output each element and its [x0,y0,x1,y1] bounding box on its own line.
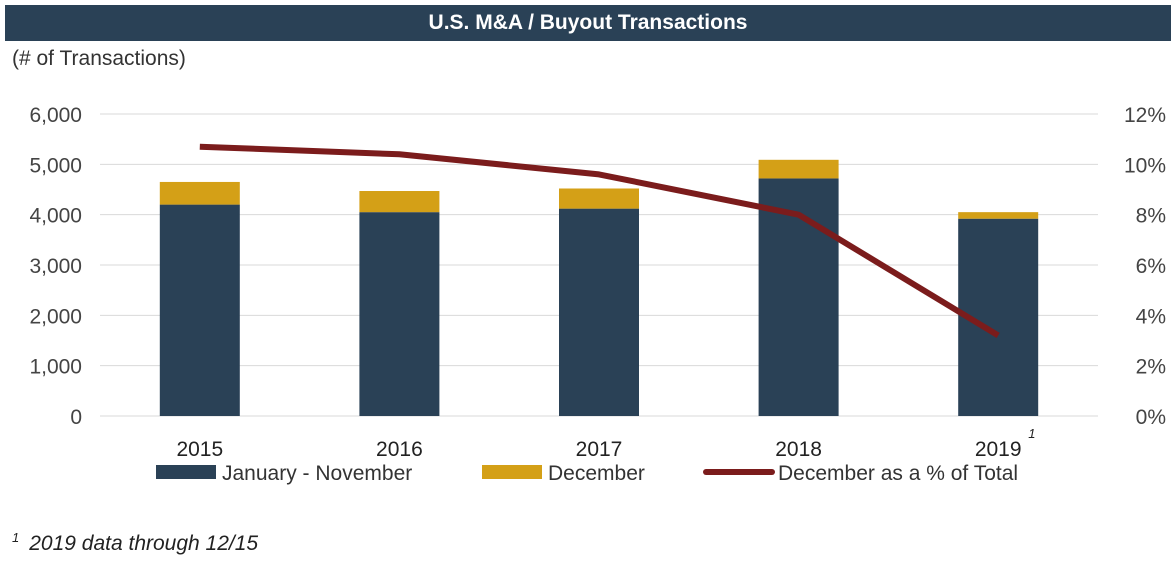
legend-swatch [482,465,542,479]
bar-jan-nov [559,208,639,416]
y-tick-label: 5,000 [29,154,82,177]
bar-december [559,188,639,209]
x-tick-label: 2016 [376,438,423,461]
y-tick-label: 4,000 [29,205,82,228]
x-tick-footnote-marker: 1 [1028,426,1035,441]
y-tick-label: 0 [70,406,82,429]
bar-jan-nov [359,212,440,416]
y2-tick-label: 10% [1124,154,1166,177]
bar-december [958,212,1039,219]
y2-tick-label: 12% [1124,104,1166,127]
legend-label: January - November [222,462,412,485]
line-december-pct [199,143,1000,339]
y2-tick-label: 0% [1136,406,1166,429]
y-tick-label: 1,000 [29,356,82,379]
y2-tick-label: 4% [1136,305,1166,328]
chart-title: U.S. M&A / Buyout Transactions [5,5,1171,41]
y2-tick-label: 2% [1136,356,1166,379]
x-tick-label: 2019 [975,438,1022,461]
legend-label: December as a % of Total [778,462,1018,485]
y2-tick-label: 6% [1136,255,1166,278]
y2-tick-label: 8% [1136,205,1166,228]
y-tick-label: 6,000 [29,104,82,127]
bar-december [359,191,440,213]
bar-jan-nov [159,204,240,416]
bar-december [159,181,240,205]
x-tick-label: 2018 [775,438,822,461]
bar-december [758,159,839,179]
footnote-marker: 1 [12,530,20,545]
y-tick-label: 2,000 [29,305,82,328]
footnote: 1 2019 data through 12/15 [12,530,258,556]
footnote-text: 2019 data through 12/15 [29,532,259,555]
y-tick-label: 3,000 [29,255,82,278]
legend-swatch [156,465,216,479]
y-axis-unit-label: (# of Transactions) [12,47,186,70]
x-tick-label: 2015 [176,438,223,461]
legend-label: December [548,462,645,485]
x-tick-label: 2017 [576,438,623,461]
